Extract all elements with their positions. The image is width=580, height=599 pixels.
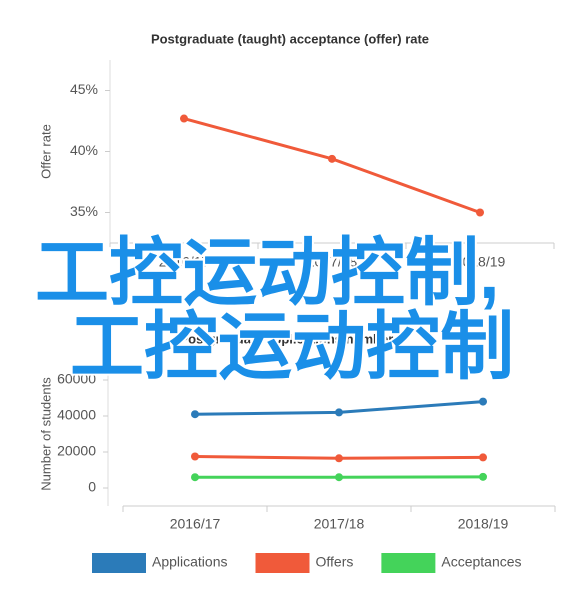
y-tick-label: 20000	[57, 443, 96, 459]
y-tick-label: 0	[88, 479, 96, 495]
x-tick-label: 2018/19	[455, 254, 506, 270]
legend-label: Offers	[316, 554, 354, 570]
series-line	[183, 117, 481, 214]
data-point	[191, 473, 199, 482]
x-tick-label: 2016/17	[170, 516, 221, 532]
x-tick-label: 2017/18	[307, 254, 358, 270]
data-point	[479, 472, 487, 481]
data-point	[476, 208, 484, 217]
legend-label: Applications	[152, 554, 228, 570]
x-tick-label: 2017/18	[314, 516, 365, 532]
overlay-text: 工控运动控制	[70, 305, 514, 388]
x-tick-label: 2018/19	[458, 516, 509, 532]
y-axis-label: Offer rate	[38, 124, 53, 179]
y-tick-label: 40%	[70, 142, 98, 158]
x-tick-label: 2016/17	[159, 254, 210, 270]
data-point	[180, 114, 188, 123]
data-point	[335, 408, 343, 417]
legend-swatch	[381, 553, 436, 573]
data-point	[335, 454, 343, 463]
y-tick-label: 40000	[57, 407, 96, 423]
data-point	[335, 473, 343, 482]
data-point	[191, 410, 199, 419]
y-axis-label: Number of students	[38, 377, 53, 491]
legend-label: Acceptances	[441, 554, 521, 570]
data-point	[479, 397, 487, 406]
legend-swatch	[92, 553, 146, 573]
legend-swatch	[255, 553, 310, 573]
y-tick-label: 45%	[70, 81, 98, 97]
y-tick-label: 35%	[70, 203, 98, 219]
chart-title: Postgraduate (taught) acceptance (offer)…	[151, 31, 429, 46]
y-tick-label: 60000	[57, 371, 96, 387]
data-point	[328, 154, 336, 163]
chart-title: Postgraduate applications numbers	[179, 331, 400, 346]
data-point	[479, 453, 487, 462]
data-point	[191, 452, 199, 461]
overlay-text: 工控运动控制,	[35, 231, 500, 314]
